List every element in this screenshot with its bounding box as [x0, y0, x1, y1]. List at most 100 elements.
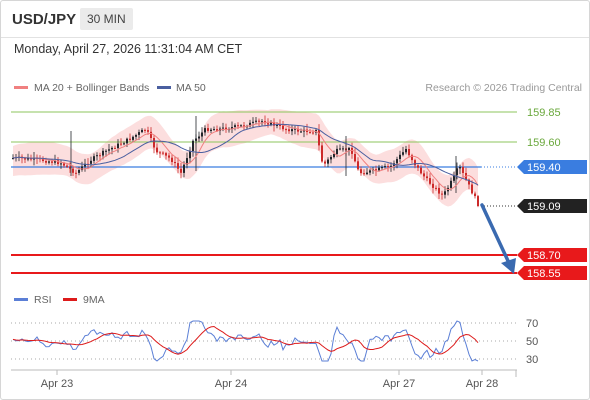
candle-body: [126, 138, 128, 144]
s2-tag: [517, 266, 587, 280]
candle-body: [477, 196, 479, 206]
candle-body: [381, 167, 383, 169]
candle-body: [243, 125, 245, 127]
ma20-legend-swatch: [14, 86, 28, 89]
timeframe-button[interactable]: 30 MIN: [80, 8, 133, 30]
candle-body: [207, 128, 209, 131]
candle-body: [45, 161, 47, 163]
candle-body: [324, 161, 326, 164]
candle-body: [294, 128, 296, 130]
candle-body: [417, 165, 419, 168]
candle-body: [168, 155, 170, 158]
candle-body: [150, 131, 152, 138]
candle-body: [63, 163, 65, 166]
rsi-legend-swatch: [14, 298, 28, 301]
candle-body: [342, 148, 344, 150]
candle-body: [54, 160, 56, 163]
candle-body: [156, 147, 158, 153]
candle-body: [48, 161, 50, 163]
candle-body: [147, 130, 149, 132]
candle-body: [174, 162, 176, 164]
s1-tag: [517, 248, 587, 262]
ma50-legend-swatch: [157, 86, 171, 89]
candle-body: [396, 159, 398, 164]
candle-body: [165, 153, 167, 156]
candle-body: [135, 135, 137, 137]
candle-body: [186, 158, 188, 165]
candle-body: [78, 170, 80, 173]
candle-body: [438, 187, 440, 194]
candle-body: [96, 155, 98, 157]
candle-body: [300, 131, 302, 133]
candle-body: [117, 143, 119, 149]
candle-body: [183, 164, 185, 173]
candle-body: [255, 120, 257, 122]
x-label-apr23: Apr 23: [41, 378, 73, 390]
candle-body: [114, 147, 116, 149]
ma50-legend-label: MA 50: [176, 82, 206, 94]
candle-body: [138, 132, 140, 135]
bollinger-band: [13, 109, 478, 207]
candle-body: [414, 160, 416, 166]
candle-body: [432, 183, 434, 188]
pivot-level-label: 159.40: [527, 162, 561, 174]
rsi-ma-legend-label: 9MA: [83, 294, 105, 306]
rsi-level-70-label: 70: [526, 318, 538, 330]
candle-body: [408, 149, 410, 156]
candle-body: [351, 147, 353, 154]
candle-body: [123, 143, 125, 145]
candle-body: [474, 193, 476, 197]
timestamp: Monday, April 27, 2026 11:31:04 AM CET: [14, 42, 243, 56]
candle-body: [288, 129, 290, 132]
candle-body: [402, 152, 404, 155]
candle-body: [273, 122, 275, 126]
candle-body: [453, 175, 455, 181]
candle-body: [333, 154, 335, 158]
r2-level-label: 159.85: [527, 107, 561, 119]
candlestick-series: [12, 115, 479, 208]
candle-body: [384, 166, 386, 168]
candle-body: [375, 169, 377, 171]
candle-body: [222, 127, 224, 129]
candle-body: [201, 132, 203, 137]
candle-body: [240, 125, 242, 127]
candle-body: [330, 157, 332, 160]
candle-body: [321, 145, 323, 162]
candle-body: [90, 160, 92, 164]
candle-body: [363, 173, 365, 175]
current-price-label: 159.09: [527, 201, 561, 213]
candle-body: [27, 158, 29, 160]
r1-level-label: 159.60: [527, 137, 561, 149]
candle-body: [369, 170, 371, 173]
candle-body: [162, 152, 164, 154]
rsi-legend-label: RSI: [34, 294, 52, 306]
candle-body: [210, 129, 212, 131]
s2-level-label: 158.55: [527, 268, 561, 280]
candle-body: [378, 167, 380, 171]
candle-body: [426, 176, 428, 179]
candle-body: [108, 149, 110, 151]
candle-body: [42, 158, 44, 161]
candle-body: [450, 180, 452, 188]
candle-body: [24, 158, 26, 160]
candle-body: [177, 163, 179, 169]
candle-body: [258, 120, 260, 122]
pivot-tag: [517, 160, 587, 174]
ma20-line: [12, 121, 479, 191]
candle-body: [120, 143, 122, 145]
candle-body: [405, 149, 407, 153]
candle-body: [81, 166, 83, 170]
candle-body: [423, 173, 425, 177]
ma20-legend-label: MA 20 + Bollinger Bands: [34, 82, 149, 94]
candle-body: [357, 161, 359, 170]
candle-body: [249, 122, 251, 127]
candle-body: [327, 159, 329, 164]
candle-body: [102, 150, 104, 156]
candle-body: [411, 155, 413, 161]
candle-body: [420, 167, 422, 174]
candle-body: [57, 160, 59, 165]
candle-body: [84, 163, 86, 167]
candle-body: [399, 154, 401, 159]
